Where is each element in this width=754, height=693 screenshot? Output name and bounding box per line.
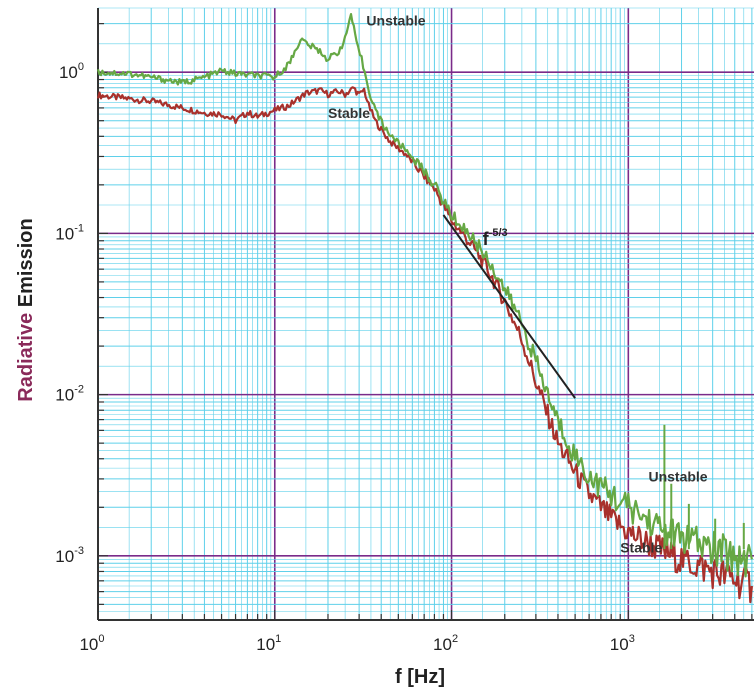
slope-reference-line [442, 214, 576, 399]
x-tick-label-exponent: 0 [98, 633, 104, 645]
series-annotation: Unstable [366, 12, 425, 28]
y-tick-label: 100 [59, 61, 84, 82]
x-tick-label-base: 10 [610, 635, 629, 654]
x-tick-label: 102 [433, 633, 458, 654]
x-axis-title: f [Hz] [395, 666, 445, 688]
x-tick-label-exponent: 1 [275, 633, 281, 645]
y-tick-label-exponent: -1 [74, 222, 84, 234]
y-tick-label-base: 10 [55, 547, 74, 566]
x-tick-label-base: 10 [256, 635, 275, 654]
plot-frame [97, 8, 754, 621]
plot-background [98, 8, 754, 620]
y-tick-label: 10-1 [55, 222, 84, 243]
reference-slope-layer: f-5/3 [442, 214, 576, 399]
slope-label-exponent: -5/3 [489, 227, 508, 239]
x-tick-label: 103 [610, 633, 635, 654]
series-annotation: Stable [620, 539, 662, 555]
y-tick-label-exponent: 0 [78, 61, 84, 73]
y-tick-label-base: 10 [55, 386, 74, 405]
y-tick-label-exponent: -2 [74, 384, 84, 396]
x-tick-label: 101 [256, 633, 281, 654]
x-tick-label: 100 [79, 633, 104, 654]
y-axis-title-part-2: Emission [15, 218, 37, 307]
series-annotation: Stable [328, 105, 370, 121]
slope-label: f-5/3 [483, 227, 508, 249]
y-tick-label-exponent: -3 [74, 545, 84, 557]
series-line-unstable [96, 13, 753, 578]
y-axis-title-part-1: Radiative [15, 307, 37, 401]
x-tick-label-exponent: 3 [629, 633, 635, 645]
series-annotation: Unstable [648, 468, 707, 484]
grid-lines [97, 7, 754, 621]
series-layer [96, 13, 753, 604]
y-tick-label: 10-3 [55, 545, 84, 566]
y-tick-label-base: 10 [55, 224, 74, 243]
y-axis-title: Radiative Emission [15, 218, 37, 401]
x-tick-label-base: 10 [433, 635, 452, 654]
y-tick-label-base: 10 [59, 63, 78, 82]
x-tick-label-exponent: 2 [452, 633, 458, 645]
y-tick-label: 10-2 [55, 384, 84, 405]
x-tick-label-base: 10 [79, 635, 98, 654]
slope-label-base: f [483, 229, 490, 249]
annotation-layer: Unstable Stable Unstable Stable [328, 12, 708, 555]
